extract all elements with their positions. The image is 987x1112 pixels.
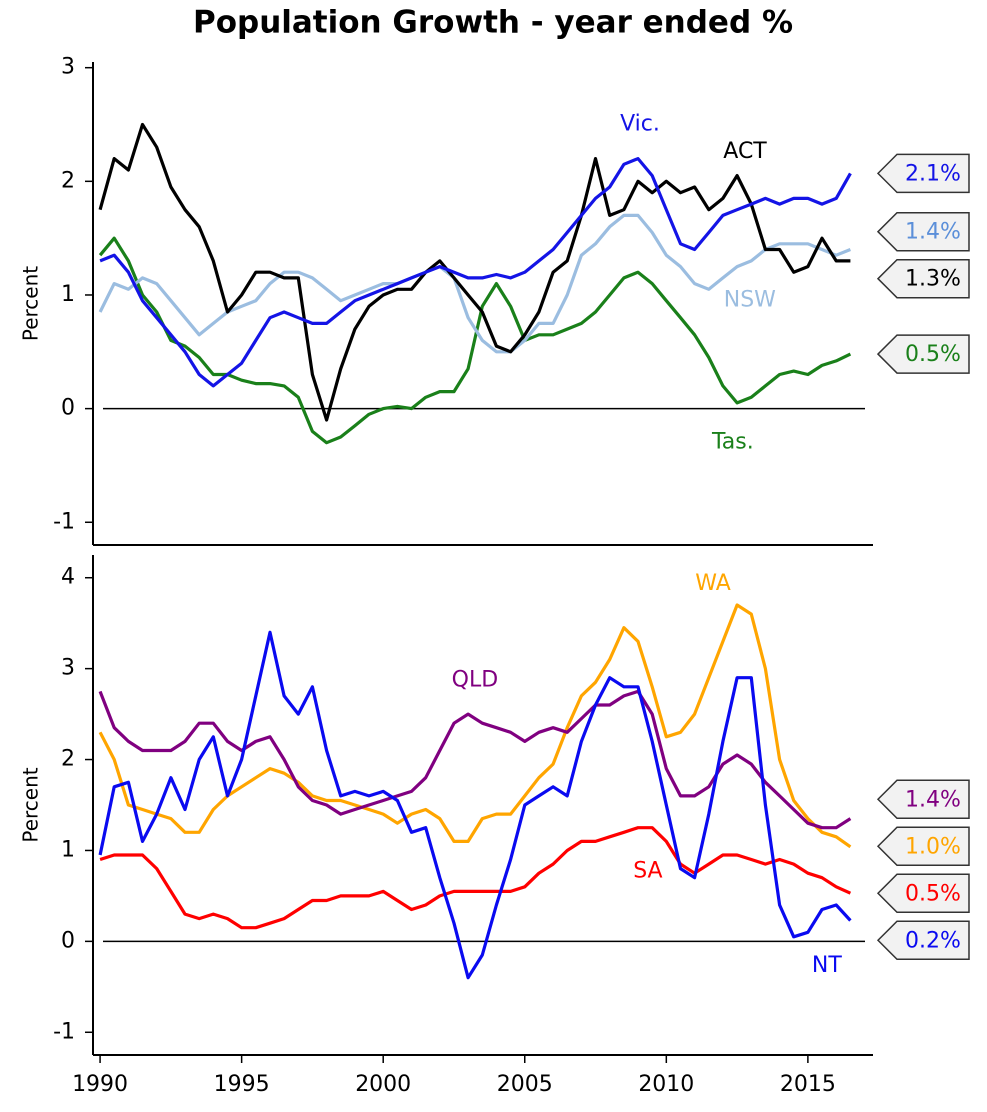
callout-box <box>876 211 970 252</box>
callout-label: 2.1% <box>905 161 961 186</box>
series-label: QLD <box>452 667 499 692</box>
series-label: WA <box>695 571 731 596</box>
end-callout: 0.5% <box>876 873 970 914</box>
end-callout: 1.0% <box>876 826 970 867</box>
end-callout: 1.3% <box>876 258 970 299</box>
callout-box <box>876 920 970 961</box>
callout-label: 0.5% <box>905 342 961 367</box>
x-tick-label: 1990 <box>72 1072 128 1097</box>
end-callout: 1.4% <box>876 211 970 252</box>
y-tick-label: 3 <box>61 656 75 681</box>
series-line <box>98 630 852 980</box>
x-tick-label: 2015 <box>780 1072 836 1097</box>
series-label: SA <box>633 858 662 883</box>
series-label: Vic. <box>620 112 660 137</box>
callout-label: 1.0% <box>905 834 961 859</box>
end-callout: 0.2% <box>876 920 970 961</box>
y-tick-label: 1 <box>61 837 75 862</box>
callout-box <box>876 334 970 374</box>
x-tick-label: 1995 <box>214 1072 270 1097</box>
callout-label: 1.3% <box>905 267 961 292</box>
y-tick-label: 3 <box>61 55 75 80</box>
y-tick-label: 2 <box>61 168 75 193</box>
series-label: Tas. <box>711 430 754 455</box>
series-line <box>98 603 852 849</box>
series-line <box>99 826 852 930</box>
callout-box <box>876 258 970 299</box>
x-tick-label: 2010 <box>638 1072 694 1097</box>
y-tick-label: 1 <box>61 282 75 307</box>
callout-box <box>876 153 970 194</box>
chart-title: Population Growth - year ended % <box>193 5 793 41</box>
x-tick-label: 2005 <box>497 1072 553 1097</box>
y-tick-label: 0 <box>61 396 75 421</box>
callout-label: 1.4% <box>905 787 961 812</box>
callout-box <box>876 826 970 867</box>
y-tick-label: -1 <box>53 509 75 534</box>
x-tick-label: 2000 <box>355 1072 411 1097</box>
series-line <box>98 122 851 422</box>
series-line <box>98 213 851 354</box>
y-axis-label: Percent <box>19 767 43 842</box>
callout-label: 1.4% <box>905 220 961 245</box>
y-tick-label: 0 <box>61 928 75 953</box>
series-line <box>98 689 852 830</box>
series-label: NSW <box>724 288 776 313</box>
callout-label: 0.2% <box>905 928 961 953</box>
series-line <box>99 157 852 388</box>
y-tick-label: -1 <box>53 1019 75 1044</box>
y-tick-label: 4 <box>61 565 75 590</box>
y-axis-label: Percent <box>19 266 43 341</box>
callout-box <box>876 873 970 914</box>
callout-label: 0.5% <box>905 881 961 906</box>
end-callout: 1.4% <box>876 779 970 820</box>
y-tick-label: 2 <box>61 747 75 772</box>
end-callout: 0.5% <box>876 334 970 374</box>
series-label: NT <box>812 953 842 978</box>
end-callout: 2.1% <box>876 153 970 194</box>
callout-box <box>876 779 970 820</box>
series-label: ACT <box>723 139 767 164</box>
series-line <box>98 236 852 445</box>
